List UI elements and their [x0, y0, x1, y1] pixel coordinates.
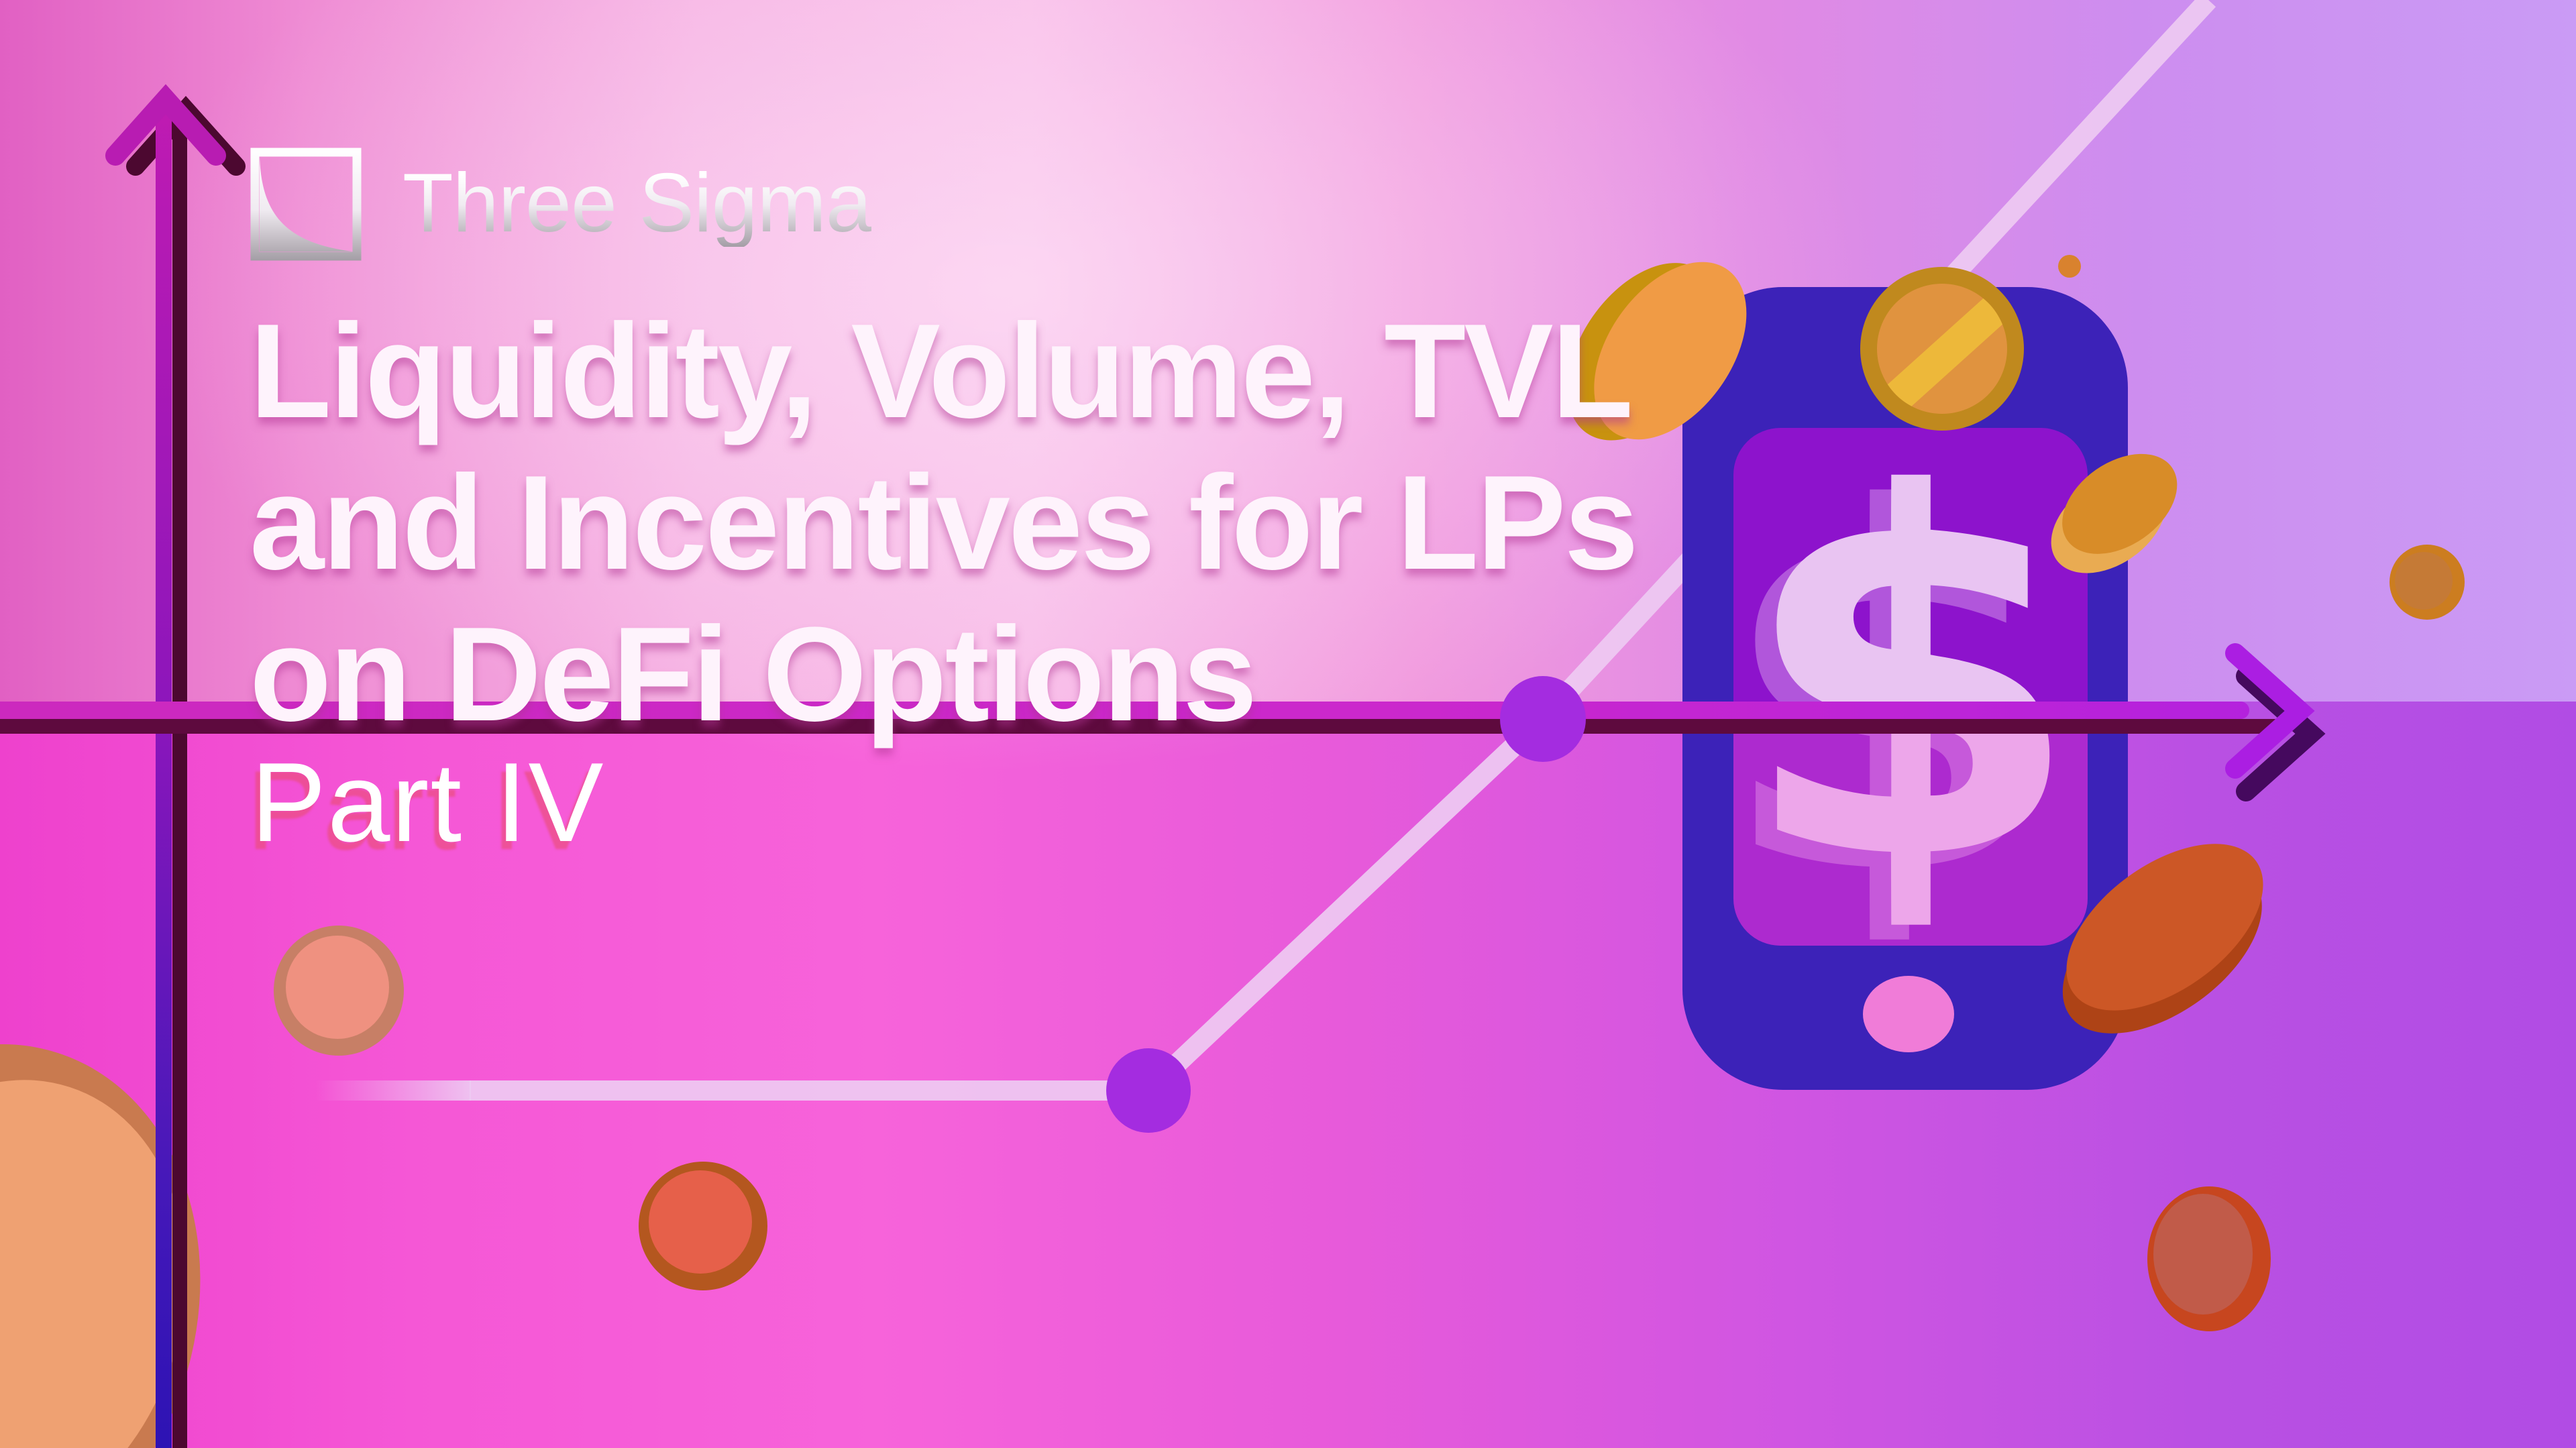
- three-sigma-logo-icon: [250, 148, 362, 261]
- part-label: Part IV: [251, 739, 605, 865]
- coin-dot-tiny-top: [2058, 255, 2081, 278]
- page-title: Liquidity, Volume, TVL and Incentives fo…: [250, 296, 1639, 750]
- title-line-1: Liquidity, Volume, TVL: [250, 296, 1633, 446]
- x-axis-right-arrow-icon: [0, 643, 2326, 801]
- coin-icon-red: [639, 1162, 767, 1290]
- screen-lower-tint: [1733, 719, 2088, 946]
- coin-icon-dark-orange: [2062, 844, 2263, 1034]
- title-line-3: on DeFi Options: [250, 600, 1257, 749]
- coin-icon-bottom-right: [2147, 1186, 2271, 1331]
- title-line-2: and Incentives for LPs: [250, 448, 1639, 598]
- data-point-dot: [1500, 676, 1586, 762]
- brand-name: Three Sigma: [402, 157, 872, 249]
- phone-dollar-icon: $ $: [1682, 287, 2128, 1090]
- background-lower: [0, 702, 2576, 1448]
- background-glow: [134, 0, 1878, 771]
- coin-dot-small-right: [2390, 545, 2465, 620]
- y-axis-up-arrow-icon: [105, 84, 246, 1448]
- coin-icon-big-corner: [0, 1044, 201, 1448]
- coin-icon-salmon: [274, 926, 404, 1056]
- data-point-dot: [1106, 1048, 1191, 1133]
- coin-icon-tilted-top: [1567, 262, 1747, 441]
- phone-screen: [1733, 428, 2088, 946]
- dollar-sign: $: [1738, 391, 2084, 969]
- dollar-shadow: $: [1717, 406, 2062, 984]
- coin-icon-striped: [1860, 267, 2024, 431]
- coin-icon-phone-right: [2051, 453, 2178, 573]
- home-button: [1863, 976, 1954, 1052]
